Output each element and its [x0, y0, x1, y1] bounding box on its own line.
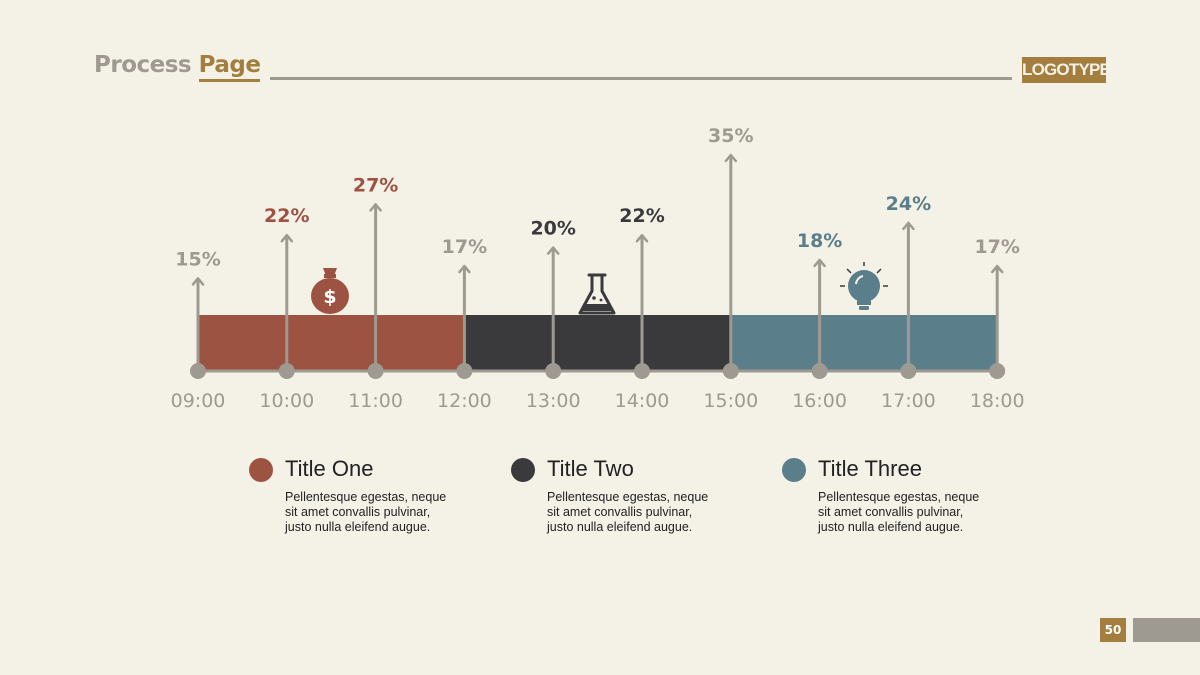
value-label-9: 24% [886, 193, 931, 215]
value-label-10: 17% [974, 236, 1019, 258]
segment-bar-3 [730, 315, 998, 371]
page-number: 50 [1100, 618, 1126, 642]
tick-label-5: 13:00 [526, 390, 581, 412]
legend-dot-3 [782, 458, 806, 482]
timeline-node-2 [278, 363, 295, 379]
page-title-part1: Process [94, 52, 192, 78]
value-label-2: 22% [264, 205, 309, 227]
stem-arrow-8 [813, 258, 826, 268]
value-label-4: 17% [442, 236, 487, 258]
stem-arrow-4 [458, 264, 471, 274]
value-label-6: 22% [619, 205, 664, 227]
timeline-node-6 [634, 363, 650, 379]
stem-arrow-6 [635, 233, 649, 243]
legend-desc-1: Pellentesque egestas, neque sit amet con… [285, 490, 447, 534]
tick-label-9: 17:00 [881, 390, 936, 412]
legend-title-2: Title Two [547, 456, 634, 481]
value-label-8: 18% [797, 230, 842, 252]
tick-label-2: 10:00 [259, 390, 314, 412]
stem-arrow-5 [546, 246, 560, 255]
page-title: Process Page [94, 52, 261, 82]
legend-title-1: Title One [285, 456, 374, 481]
timeline-node-3 [367, 363, 384, 379]
timeline-node-9 [900, 363, 917, 379]
stem-arrow-2 [280, 233, 294, 243]
flask-icon [578, 273, 616, 315]
tick-label-10: 18:00 [970, 390, 1025, 412]
segment-bar-2 [464, 315, 731, 371]
legend-title-3: Title Three [818, 456, 922, 481]
timeline-node-7 [722, 363, 739, 379]
value-label-7: 35% [708, 125, 753, 147]
tick-label-4: 12:00 [437, 390, 492, 412]
value-label-3: 27% [353, 174, 398, 196]
timeline-node-4 [456, 363, 473, 379]
value-label-1: 15% [175, 248, 220, 270]
segment-bar-1 [198, 315, 465, 371]
stem-arrow-7 [724, 153, 738, 163]
page-title-part2: Page [198, 52, 261, 82]
stem-arrow-9 [902, 221, 915, 231]
legend-dot-2 [511, 458, 535, 482]
legend-desc-2: Pellentesque egestas, neque sit amet con… [547, 490, 709, 534]
tick-label-3: 11:00 [348, 390, 403, 412]
page-bar [1133, 618, 1200, 642]
stem-arrow-1 [191, 277, 205, 286]
stem-arrow-3 [369, 203, 382, 212]
timeline-node-1 [190, 363, 206, 379]
timeline-node-5 [545, 363, 562, 379]
timeline-node-8 [811, 363, 828, 379]
legend-desc-3: Pellentesque egestas, neque sit amet con… [818, 490, 980, 534]
lightbulb-icon [840, 262, 888, 310]
tick-label-7: 15:00 [703, 390, 758, 412]
stem-arrow-10 [990, 264, 1004, 274]
tick-label-8: 16:00 [792, 390, 847, 412]
tick-label-6: 14:00 [615, 390, 670, 412]
svg-text:$: $ [323, 286, 336, 308]
tick-label-1: 09:00 [171, 390, 226, 412]
legend-dot-1 [249, 458, 273, 482]
timeline-chart: 15% 09:00 22% 10:00 27% 11:00 17% 12:00 20% 13:00… [171, 125, 1025, 412]
timeline-node-10 [989, 363, 1006, 379]
money-bag-icon: $ [311, 268, 349, 314]
header-rule [270, 77, 1012, 80]
value-label-5: 20% [530, 218, 575, 240]
logo: LOGOTYPE [1022, 57, 1111, 83]
